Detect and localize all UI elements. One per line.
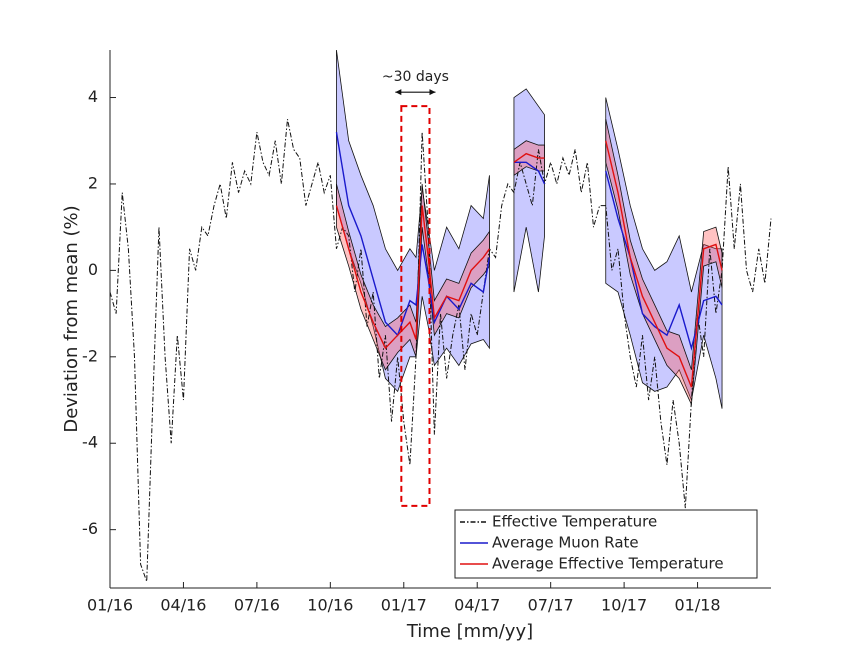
series-line <box>513 152 545 163</box>
series-line <box>335 205 491 350</box>
series-line <box>513 161 546 185</box>
y-tick-label: -6 <box>82 519 98 538</box>
annotation-text: ~30 days <box>382 69 449 85</box>
x-axis-label: Time [mm/yy] <box>406 621 533 642</box>
x-tick-label: 01/17 <box>381 596 427 615</box>
x-tick-label: 07/17 <box>528 596 574 615</box>
legend-label: Average Muon Rate <box>492 534 639 552</box>
series-line <box>605 170 723 351</box>
y-axis-label: Deviation from mean (%) <box>61 205 82 432</box>
x-tick-label: 04/16 <box>160 596 206 615</box>
series-line <box>605 140 723 388</box>
y-tick-label: 2 <box>88 173 98 192</box>
y-tick-label: -2 <box>82 346 98 365</box>
highlight-box <box>400 105 431 507</box>
confidence-band <box>336 183 490 371</box>
x-tick-label: 04/17 <box>454 596 500 615</box>
y-tick-label: -4 <box>82 433 98 452</box>
legend-box <box>454 509 758 579</box>
y-tick-label: 0 <box>88 260 98 279</box>
x-tick-label: 10/16 <box>307 596 353 615</box>
confidence-band <box>605 119 723 406</box>
x-tick-label: 10/17 <box>601 596 647 615</box>
confidence-band <box>336 49 490 393</box>
legend-label: Effective Temperature <box>492 513 657 531</box>
y-tick-label: 4 <box>88 87 98 106</box>
x-tick-label: 01/16 <box>87 596 133 615</box>
x-tick-label: 01/18 <box>675 596 721 615</box>
legend-label: Average Effective Temperature <box>492 555 724 573</box>
confidence-band <box>513 88 545 293</box>
x-tick-label: 07/16 <box>234 596 280 615</box>
